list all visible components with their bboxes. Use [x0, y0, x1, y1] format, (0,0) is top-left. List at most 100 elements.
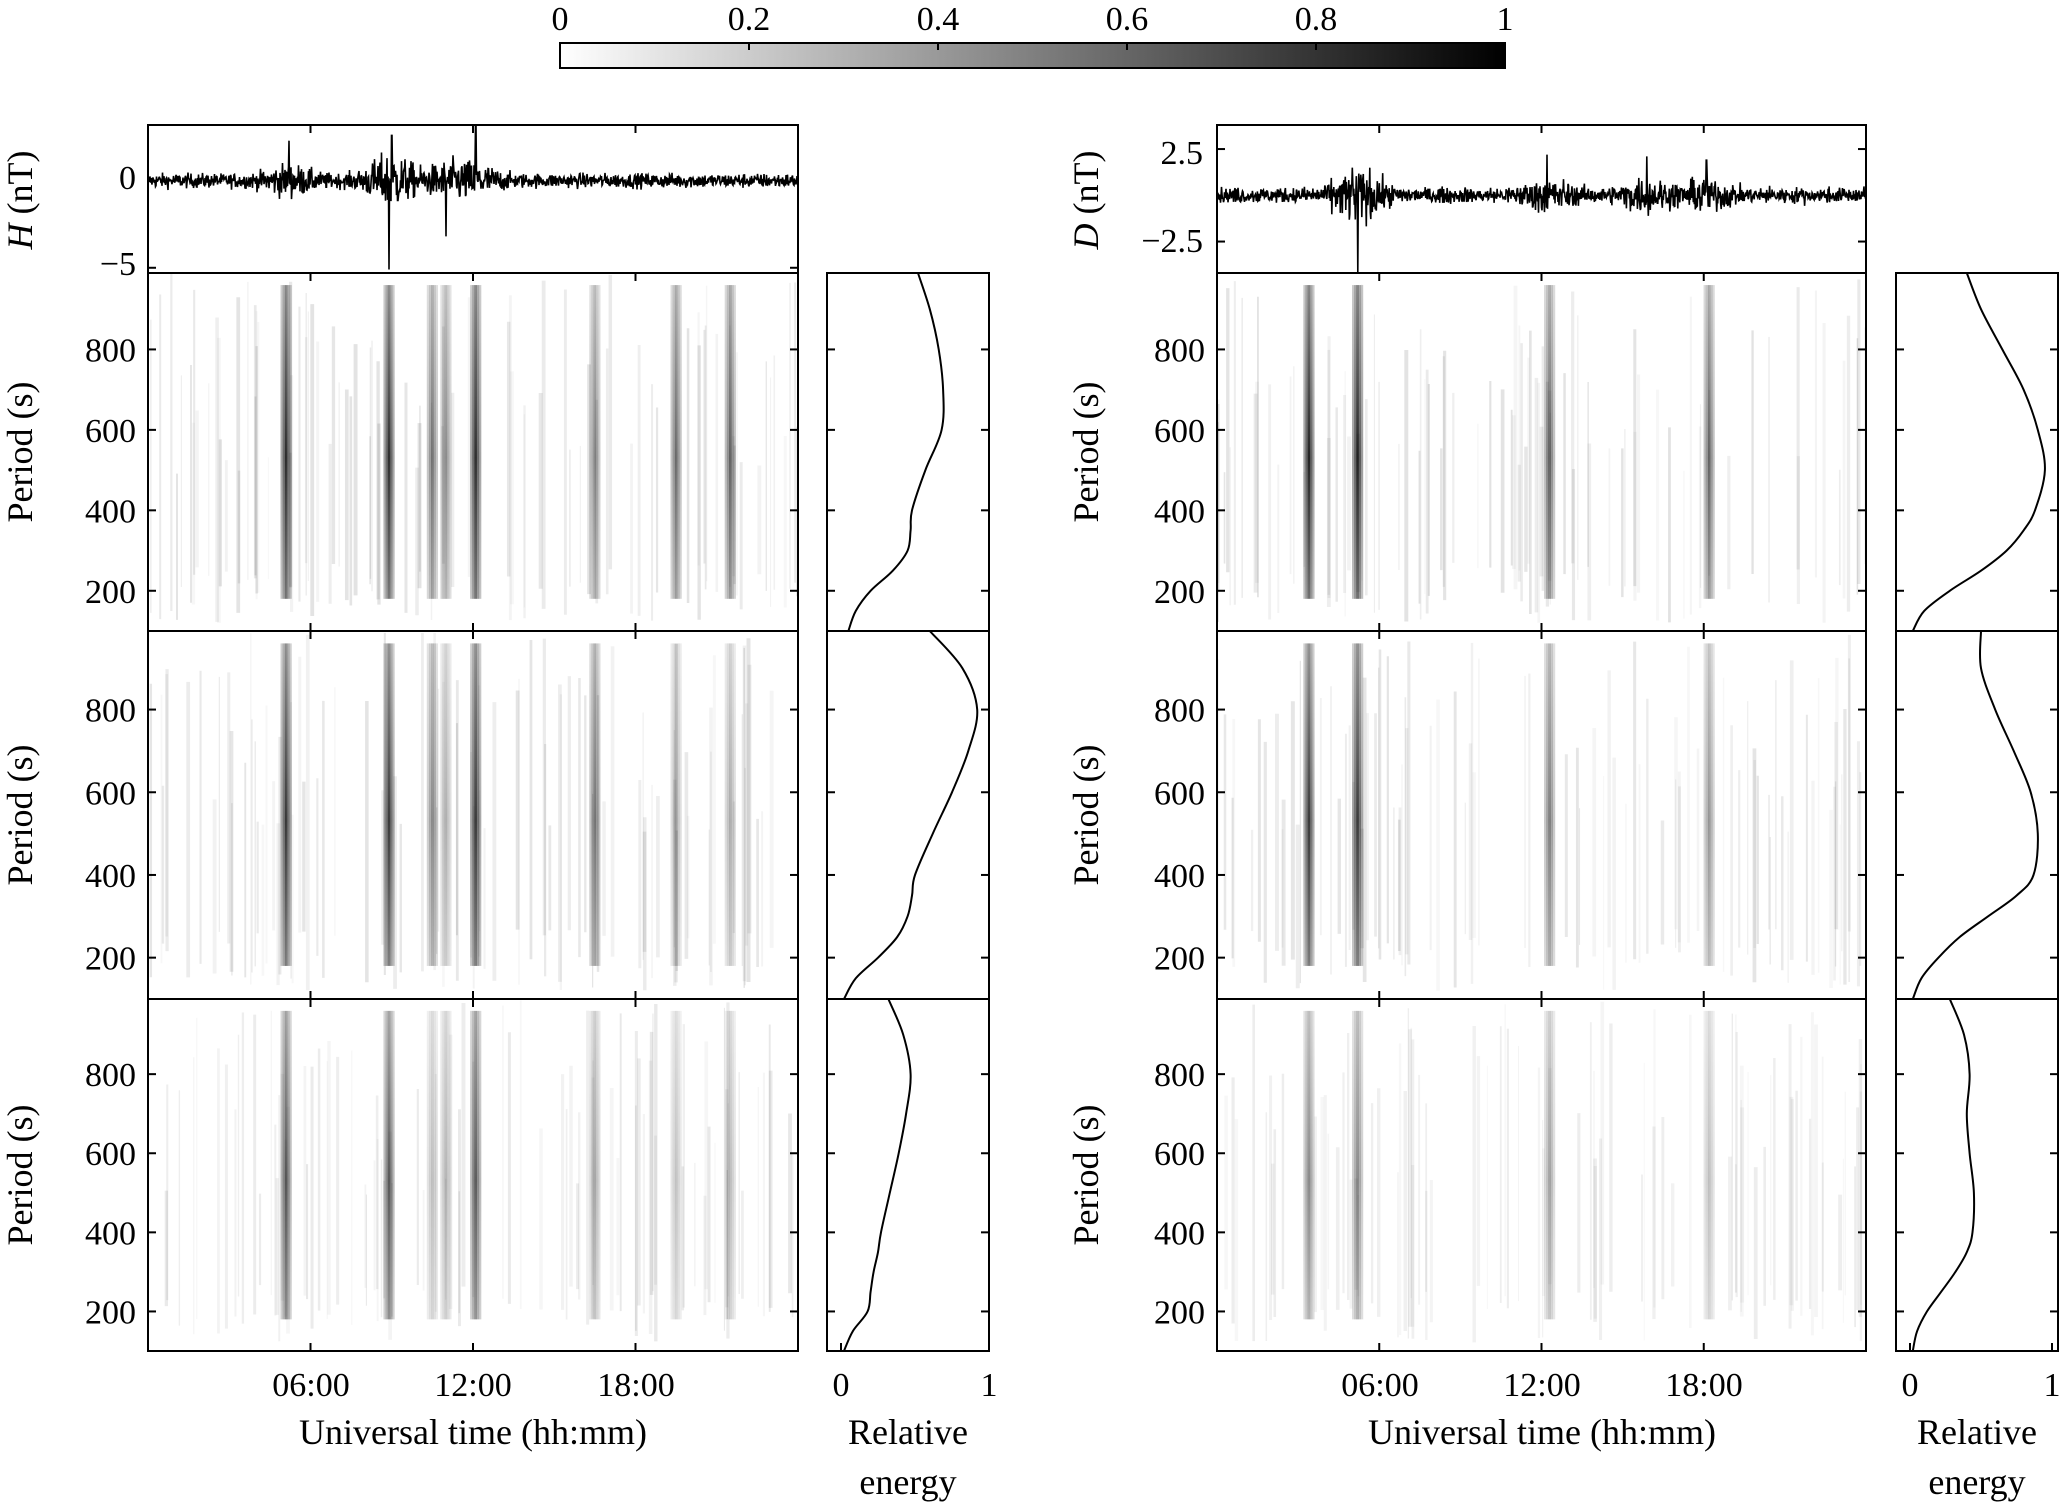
d-spectrum-band	[1312, 1010, 1315, 1320]
d-spectrum-band	[1712, 285, 1715, 599]
h-spectrum-band	[474, 285, 477, 599]
d-spectrum-band	[1354, 285, 1357, 599]
d-xtick-1200: 12:00	[1503, 1367, 1580, 1404]
h-spectrum-band	[470, 285, 473, 599]
d-xtick-1800: 18:00	[1665, 1367, 1742, 1404]
d-spectrum-band	[1352, 643, 1355, 966]
h-spectrum-band	[591, 285, 594, 599]
h-spectrum-band	[595, 1010, 599, 1320]
d-spectrum-band	[1707, 285, 1711, 599]
h-spectrum-band	[385, 1010, 389, 1320]
h-spectrum-band	[440, 643, 443, 966]
h-spectrum-band	[726, 1010, 730, 1320]
d-period-tick-label: 600	[1154, 775, 1205, 812]
d-spectrum-band	[1548, 643, 1551, 966]
d-spectrum-band	[1546, 643, 1549, 966]
d-energy-xtick-0: 0	[1902, 1367, 1919, 1404]
h-spectrum-band	[431, 643, 434, 966]
h-spectrum-band	[593, 1010, 597, 1320]
h-spectrum-band	[392, 285, 395, 599]
h-spectrum-band	[589, 643, 592, 966]
h-spectrum-band	[679, 643, 682, 966]
h-spectrum-band	[591, 1010, 594, 1320]
h-period-tick-label: 400	[85, 493, 136, 530]
d-series-trace	[1216, 154, 1867, 274]
h-spectrum-band	[672, 285, 676, 599]
h-period-tick-label: 600	[85, 775, 136, 812]
d-period-tick-label: 400	[1154, 1215, 1205, 1252]
h-spectrum-band	[733, 1010, 736, 1320]
h-spectrum-band	[449, 285, 452, 599]
h-spectrum-band	[284, 1010, 288, 1320]
d-spectrum-band	[1710, 285, 1713, 599]
d-spectra	[1216, 272, 1867, 1352]
d-xtick-0600: 06:00	[1341, 1367, 1418, 1404]
h-spectrum-band	[478, 1010, 482, 1320]
h-spectrum-band	[282, 1010, 286, 1320]
d-period-ylabel-1: Period (s)	[1066, 382, 1106, 523]
h-spectrum-band	[674, 643, 678, 966]
h-spectrum-band	[446, 285, 450, 599]
h-spectrum-band	[383, 643, 386, 966]
h-spectrum-band	[284, 643, 288, 966]
h-spectrum-band	[444, 1010, 448, 1320]
d-period-tick-label: 800	[1154, 332, 1205, 369]
d-spectrum-band	[1305, 1010, 1308, 1320]
h-spectrum-band	[428, 285, 432, 599]
h-spectrum-band	[284, 285, 288, 599]
h-spectrum-band	[289, 285, 292, 599]
h-spectrum-band	[677, 285, 680, 599]
colorbar-gradient	[559, 42, 1506, 69]
colorbar-tick-label-1: 0.2	[728, 1, 771, 38]
h-spectrum-band	[387, 285, 391, 599]
h-spectrum-band	[478, 285, 482, 599]
d-spectrum-band	[1356, 1010, 1359, 1320]
h-spectrum-band	[598, 285, 601, 599]
d-spectrum-band	[1360, 643, 1364, 966]
d-spectrum-band	[1312, 643, 1315, 966]
d-timeseries-panel: 2.5 −2.5 D (nT)	[1066, 124, 1867, 274]
colorbar-tick-label-4: 0.8	[1295, 1, 1338, 38]
d-spectrum-band	[1548, 1010, 1551, 1320]
h-spectrum-band	[385, 285, 389, 599]
h-spectrum-band	[595, 285, 599, 599]
d-period-ylabel-2: Period (s)	[1066, 745, 1106, 886]
h-spectrum-band	[724, 285, 728, 599]
h-xtick-1800: 18:00	[597, 1367, 674, 1404]
h-spectrum-band	[726, 285, 730, 599]
d-period-tick-label: 200	[1154, 1294, 1205, 1331]
d-spectrum-band	[1354, 643, 1357, 966]
h-spectrum-band	[724, 1010, 728, 1320]
h-spectrum-band	[442, 643, 445, 966]
h-energy-xlabel-1: Relative	[848, 1412, 968, 1452]
d-spectrum-band	[1352, 1010, 1355, 1320]
h-spectrum-band	[428, 1010, 432, 1320]
h-ylabel: H (nT)	[0, 151, 40, 251]
h-energy-curve	[847, 272, 945, 632]
h-spectrum-band	[726, 643, 730, 966]
h-ytick-label-1: −5	[100, 246, 136, 283]
right-column: 2.5 −2.5 D (nT) Period (s) Period (s) Pe…	[1066, 124, 2061, 1502]
h-spectrum-band	[287, 1010, 290, 1320]
d-spectrum-band	[1707, 643, 1711, 966]
d-spectrum-band	[1710, 643, 1713, 966]
d-spectrum-band	[1546, 285, 1549, 599]
d-period-tick-label: 400	[1154, 858, 1205, 895]
h-spectrum-band	[385, 643, 389, 966]
d-ytick-label-0: 2.5	[1161, 135, 1204, 172]
d-spectrum-band	[1352, 285, 1355, 599]
d-spectrum-band	[1550, 285, 1554, 599]
d-spectrum-band	[1544, 1010, 1547, 1320]
d-spectrum-band	[1360, 1010, 1364, 1320]
d-energy-curve	[1911, 630, 2039, 1000]
d-ytick-label-1: −2.5	[1141, 223, 1203, 260]
h-spectrum-band	[280, 285, 283, 599]
d-energy-curve	[1911, 272, 2046, 632]
h-spectrum-band	[724, 643, 728, 966]
h-period-ylabel-2: Period (s)	[0, 745, 40, 886]
h-spectrum-band	[670, 643, 673, 966]
h-spectrum-band	[674, 285, 678, 599]
h-spectrum-band	[383, 1010, 386, 1320]
h-ytick-label-0: 0	[119, 160, 136, 197]
